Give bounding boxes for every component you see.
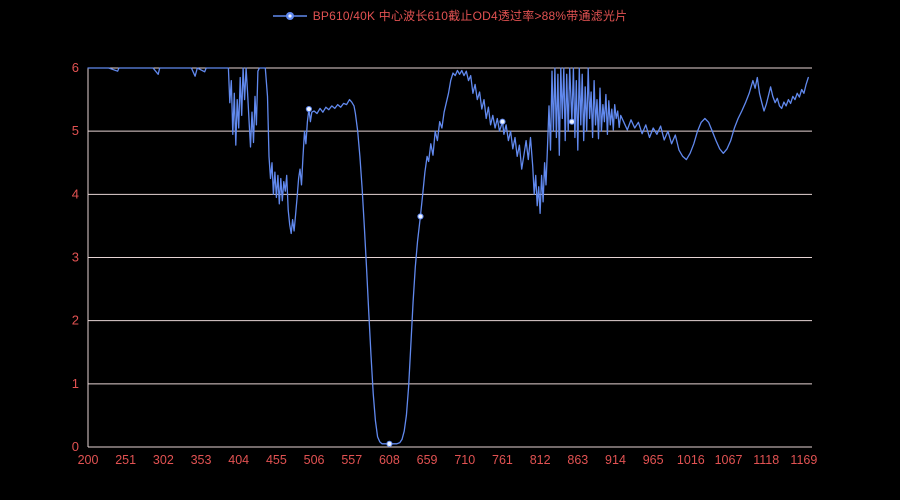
x-tick-label: 557 bbox=[341, 453, 362, 467]
x-tick-label: 1016 bbox=[677, 453, 705, 467]
x-tick-label: 251 bbox=[115, 453, 136, 467]
x-tick-label: 455 bbox=[266, 453, 287, 467]
data-point-marker bbox=[305, 105, 312, 113]
data-point-marker bbox=[417, 213, 424, 220]
y-tick-label: 1 bbox=[72, 376, 79, 391]
y-tick-label: 3 bbox=[72, 250, 79, 265]
x-tick-label: 353 bbox=[191, 453, 212, 467]
x-tick-label: 302 bbox=[153, 453, 174, 467]
x-tick-label: 404 bbox=[228, 453, 249, 467]
y-tick-label: 4 bbox=[72, 186, 79, 201]
x-tick-label: 914 bbox=[605, 453, 626, 467]
x-tick-label: 506 bbox=[304, 453, 325, 467]
x-tick-label: 1169 bbox=[790, 453, 817, 467]
x-tick-label: 812 bbox=[530, 453, 551, 467]
x-tick-label: 659 bbox=[417, 453, 438, 467]
data-point-marker bbox=[499, 118, 506, 125]
x-tick-label: 863 bbox=[567, 453, 588, 467]
x-tick-label: 200 bbox=[78, 453, 99, 467]
data-point-marker bbox=[568, 118, 575, 125]
x-tick-label: 965 bbox=[643, 453, 664, 467]
y-tick-label: 5 bbox=[72, 123, 79, 138]
x-tick-label: 608 bbox=[379, 453, 400, 467]
y-tick-label: 2 bbox=[72, 313, 79, 328]
x-tick-label: 710 bbox=[454, 453, 475, 467]
y-tick-label: 0 bbox=[72, 439, 79, 454]
data-point-marker bbox=[386, 440, 393, 447]
series-line bbox=[87, 67, 809, 445]
x-tick-label: 1067 bbox=[715, 453, 743, 467]
x-tick-label: 1118 bbox=[753, 453, 779, 467]
x-tick-label: 761 bbox=[492, 453, 513, 467]
y-tick-label: 6 bbox=[72, 60, 79, 75]
